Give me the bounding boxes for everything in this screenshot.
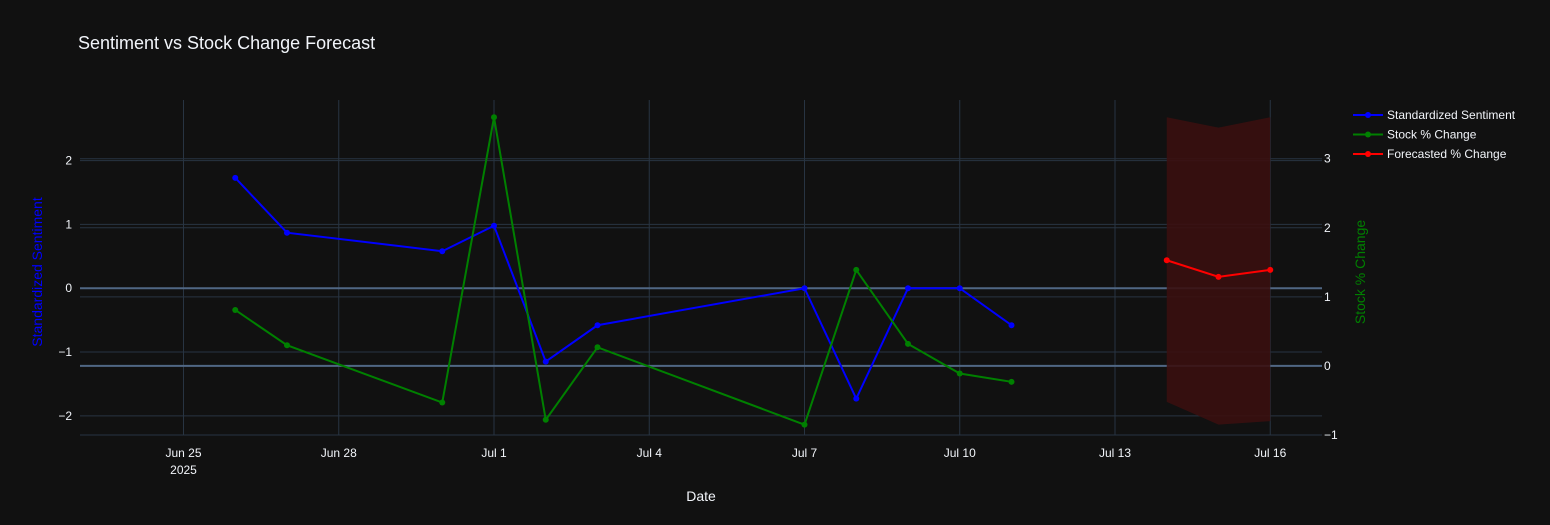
stock-change-point	[956, 370, 963, 377]
standardized-sentiment-point	[594, 322, 601, 329]
y-right-tick-label: −1	[1324, 428, 1338, 442]
x-tick-label: Jul 7	[792, 446, 818, 460]
y-right-tick-label: 1	[1324, 290, 1331, 304]
stock-change-line	[234, 117, 1012, 426]
legend-forecasted-change-label: Forecasted % Change	[1387, 147, 1507, 161]
x-tick-label: Jun 28	[321, 446, 357, 460]
y-left-tick-label: −1	[58, 345, 72, 359]
forecasted-change-point	[1163, 257, 1170, 264]
x-tick-sublabel: 2025	[170, 463, 197, 477]
legend[interactable]: Standardized Sentiment Stock % Change Fore…	[1353, 108, 1516, 161]
y-right-tick-label: 2	[1324, 221, 1331, 235]
standardized-sentiment-point	[905, 285, 911, 292]
chart-title: Sentiment vs Stock Change Forecast	[78, 33, 376, 53]
x-tick-label: Jul 4	[637, 446, 663, 460]
stock-change-point	[284, 342, 290, 349]
x-tick-label: Jun 25	[165, 446, 201, 460]
stock-change-point	[594, 344, 601, 351]
standardized-sentiment-point	[284, 229, 290, 236]
standardized-sentiment-point	[1008, 322, 1015, 329]
forecasted-change-point	[1267, 266, 1274, 273]
forecast-confidence-band	[1166, 117, 1271, 425]
stock-change-point	[801, 421, 808, 428]
standardized-sentiment-point	[853, 395, 860, 402]
stock-change-point	[853, 266, 860, 273]
stock-change-point	[439, 399, 446, 406]
standardized-sentiment-point	[232, 174, 239, 181]
x-tick-label: Jul 16	[1254, 446, 1286, 460]
legend-stock-change-marker	[1365, 131, 1371, 138]
stock-change-point	[491, 114, 497, 121]
standardized-sentiment-point	[956, 285, 963, 292]
stock-change-point	[232, 306, 239, 313]
y-right-tick-label: 0	[1324, 359, 1331, 373]
x-tick-label: Jul 10	[944, 446, 976, 460]
y-left-axis-title: Standardized Sentiment	[29, 197, 45, 347]
series-layer	[232, 114, 1274, 428]
y-right-tick-label: 3	[1324, 152, 1331, 166]
standardized-sentiment-point	[542, 358, 549, 365]
stock-change-point	[542, 416, 549, 423]
stock-change-point	[905, 340, 911, 347]
y-right-axis-title: Stock % Change	[1352, 220, 1368, 324]
standardized-sentiment-point	[801, 285, 808, 292]
y-left-tick-label: −2	[58, 409, 72, 423]
x-tick-label: Jul 1	[481, 446, 507, 460]
grid-layer	[80, 100, 1322, 436]
standardized-sentiment-point	[491, 222, 497, 229]
y-left-tick-label: 0	[65, 281, 72, 295]
legend-standardized-sentiment-marker	[1365, 112, 1371, 118]
legend-forecasted-change-marker	[1365, 151, 1371, 157]
y-left-tick-label: 2	[65, 154, 72, 168]
stock-change-point	[1008, 378, 1015, 385]
tick-layer: Jun 25 2025 Jun 28 Jul 1 Jul 4 Jul 7 Jul 10 Jul…	[58, 152, 1338, 477]
legend-standardized-sentiment-label: Standardized Sentiment	[1387, 108, 1516, 122]
forecasted-change-point	[1215, 273, 1222, 280]
x-axis-title: Date	[686, 488, 716, 504]
x-tick-label: Jul 13	[1099, 446, 1131, 460]
legend-stock-change-label: Stock % Change	[1387, 128, 1477, 142]
y-left-tick-label: 1	[65, 217, 72, 231]
forecast-band-layer	[1166, 117, 1271, 425]
standardized-sentiment-point	[439, 248, 446, 255]
